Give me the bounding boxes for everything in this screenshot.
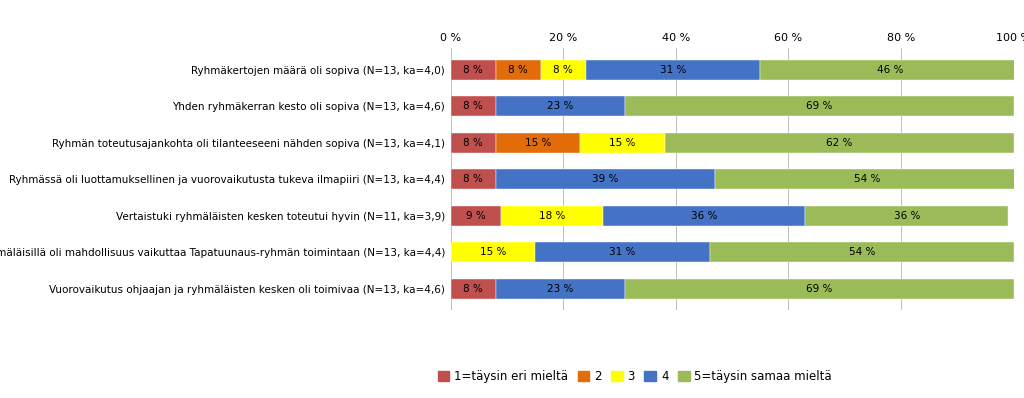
Bar <box>496 96 625 116</box>
Text: 69 %: 69 % <box>806 101 833 111</box>
Bar <box>541 60 586 80</box>
Bar <box>496 169 715 189</box>
Bar <box>451 169 496 189</box>
Text: 18 %: 18 % <box>539 211 565 220</box>
Bar <box>451 279 496 298</box>
Bar <box>586 60 760 80</box>
Bar <box>451 96 496 116</box>
Bar <box>496 133 580 153</box>
Text: 46 %: 46 % <box>877 64 903 75</box>
Text: 69 %: 69 % <box>806 283 833 294</box>
Bar <box>602 205 805 226</box>
Text: 15 %: 15 % <box>524 138 551 148</box>
Legend: 1=täysin eri mieltä, 2, 3, 4, 5=täysin samaa mieltä: 1=täysin eri mieltä, 2, 3, 4, 5=täysin s… <box>433 366 837 388</box>
Bar <box>715 169 1020 189</box>
Text: 8 %: 8 % <box>553 64 573 75</box>
Bar <box>665 133 1014 153</box>
Text: 62 %: 62 % <box>826 138 852 148</box>
Bar <box>451 60 496 80</box>
Bar <box>451 133 496 153</box>
Text: 54 %: 54 % <box>849 247 874 257</box>
Bar <box>451 205 502 226</box>
Bar <box>580 133 665 153</box>
Bar <box>496 60 541 80</box>
Text: 8 %: 8 % <box>463 174 483 184</box>
Text: 8 %: 8 % <box>463 138 483 148</box>
Text: 8 %: 8 % <box>463 283 483 294</box>
Text: 15 %: 15 % <box>609 138 636 148</box>
Bar <box>625 279 1014 298</box>
Bar <box>496 279 625 298</box>
Text: 36 %: 36 % <box>691 211 717 220</box>
Text: 9 %: 9 % <box>466 211 485 220</box>
Bar <box>625 96 1014 116</box>
Bar <box>451 242 535 262</box>
Text: 31 %: 31 % <box>609 247 636 257</box>
Text: 54 %: 54 % <box>854 174 881 184</box>
Bar <box>710 242 1014 262</box>
Text: 31 %: 31 % <box>659 64 686 75</box>
Bar <box>502 205 602 226</box>
Text: 36 %: 36 % <box>894 211 920 220</box>
Text: 15 %: 15 % <box>479 247 506 257</box>
Bar <box>535 242 710 262</box>
Text: 8 %: 8 % <box>463 101 483 111</box>
Text: 23 %: 23 % <box>547 283 573 294</box>
Bar <box>805 205 1008 226</box>
Bar <box>760 60 1020 80</box>
Text: 39 %: 39 % <box>592 174 618 184</box>
Text: 8 %: 8 % <box>463 64 483 75</box>
Text: 23 %: 23 % <box>547 101 573 111</box>
Text: 8 %: 8 % <box>508 64 528 75</box>
